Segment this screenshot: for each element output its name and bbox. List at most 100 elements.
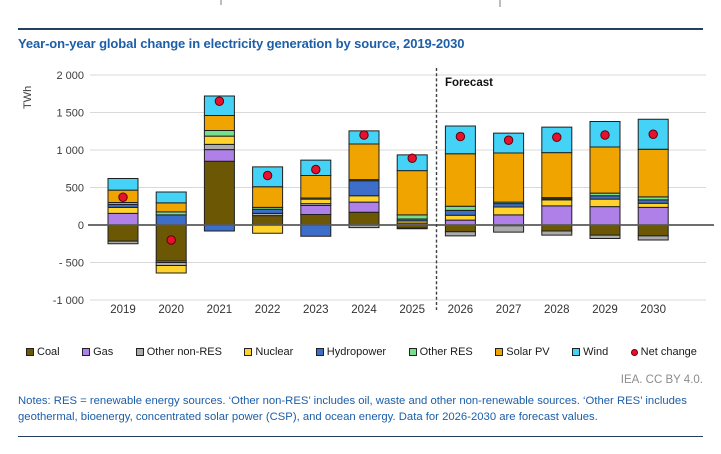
x-tick-label: 2029 (592, 304, 618, 316)
legend-color-swatch (408, 348, 417, 356)
x-tick-label: 2021 (207, 304, 233, 316)
bar-segment-nuclear (348, 195, 380, 203)
x-tick-label: 2025 (399, 304, 425, 316)
y-tick-label: -1 000 (53, 295, 84, 307)
bar-segment-nuclear (155, 265, 187, 274)
crop-artifact (499, 0, 501, 7)
net-change-dot (311, 164, 321, 175)
bar-segment-hydropower (637, 199, 669, 204)
bar-segment-coal (348, 211, 380, 226)
net-change-dot (407, 153, 417, 163)
legend-item-solar-pv: Solar PV (495, 346, 550, 358)
bar-segment-wind (107, 178, 139, 191)
bar-segment-gas (637, 206, 669, 226)
bar-segment-other-non-res (637, 235, 669, 241)
bar-segment-nuclear (203, 135, 235, 145)
bar-segment-gas (348, 201, 380, 213)
y-tick-label: 1 500 (56, 108, 84, 120)
license-credit: IEA. CC BY 4.0. (620, 374, 703, 386)
legend-color-swatch (315, 348, 324, 356)
bar-segment-other-non-res (541, 230, 573, 236)
bar-segment-other-res (203, 130, 235, 137)
top-divider (18, 28, 703, 30)
net-change-dot (262, 170, 273, 181)
bar-segment-other-res (444, 205, 476, 211)
legend-dot-swatch (630, 348, 638, 356)
net-change-dot (648, 129, 658, 139)
x-tick-label: 2020 (158, 304, 184, 316)
bar-segment-coal (541, 224, 573, 232)
bar-segment-nuclear (589, 198, 621, 208)
forecast-label: Forecast (445, 77, 493, 89)
x-tick-label: 2026 (448, 304, 474, 316)
bar-segment-nuclear (493, 206, 525, 216)
bar-segment-nuclear (444, 214, 476, 221)
chart-title: Year-on-year global change in electricit… (18, 36, 465, 51)
bar-segment-other-non-res (589, 234, 621, 239)
bar-segment-solar-pv (300, 175, 332, 199)
chart-notes: Notes: RES = renewable energy sources. ‘… (18, 395, 687, 423)
bar-segment-coal (107, 224, 139, 242)
x-tick-label: 2024 (351, 304, 377, 316)
bar-segment-other-non-res (107, 240, 139, 245)
bar-segment-other-non-res (444, 231, 476, 237)
net-change-dot (503, 135, 514, 145)
net-change-dot (214, 96, 225, 106)
y-tick-label: - 500 (59, 258, 84, 270)
y-axis-unit-label: TWh (22, 86, 34, 109)
bar-segment-coal (589, 224, 621, 236)
bar-segment-solar-pv (203, 115, 235, 131)
bar-segment-solar-pv (348, 143, 380, 181)
legend-label: Other RES (419, 346, 473, 358)
x-tick-label: 2030 (640, 304, 666, 316)
legend-label: Net change (640, 346, 697, 358)
bar-segment-hydropower (252, 208, 284, 214)
bar-segment-gas (589, 206, 621, 226)
net-change-dot (118, 192, 128, 202)
net-change-dot (600, 130, 610, 140)
bar-segment-other-res (396, 214, 428, 220)
net-change-dot (552, 132, 562, 142)
bar-segment-solar-pv (396, 170, 428, 216)
legend-item-net-change: Net change (630, 346, 697, 358)
legend-color-swatch (572, 348, 581, 356)
bar-segment-coal (203, 160, 235, 226)
bar-segment-solar-pv (589, 146, 621, 194)
bar-segment-wind (155, 191, 187, 204)
legend-color-swatch (26, 348, 34, 356)
bar-segment-hydropower (348, 180, 380, 197)
legend-label: Solar PV (506, 346, 550, 358)
bar-segment-nuclear (541, 199, 573, 207)
bar-segment-coal (252, 215, 284, 226)
bar-segment-hydropower (589, 195, 621, 200)
bar-segment-coal (444, 224, 476, 233)
y-tick-label: 1 000 (56, 145, 84, 157)
legend-item-hydropower: Hydropower (315, 346, 386, 358)
crop-artifact (220, 0, 222, 5)
legend-label: Other non-RES (146, 346, 222, 358)
bar-segment-hydropower (493, 203, 525, 208)
bar-segment-solar-pv (637, 148, 669, 198)
bar-segment-other-non-res (493, 225, 525, 233)
legend-item-other-non-res: Other non-RES (135, 346, 222, 358)
bar-segment-other-non-res (203, 143, 235, 151)
bar-segment-solar-pv (155, 202, 187, 213)
legend-item-other-res: Other RES (408, 346, 473, 358)
legend-item-wind: Wind (572, 346, 608, 358)
bar-segment-nuclear (252, 224, 284, 234)
y-tick-label: 2 000 (56, 70, 84, 82)
bar-segment-hydropower (155, 214, 187, 226)
bar-segment-gas (107, 212, 139, 226)
bar-segment-solar-pv (541, 152, 573, 199)
legend-item-nuclear: Nuclear (244, 346, 293, 358)
legend-color-swatch (135, 348, 144, 356)
bar-segment-hydropower (300, 224, 332, 237)
legend-label: Coal (37, 346, 60, 358)
legend-color-swatch (244, 348, 253, 356)
net-change-dot (455, 131, 466, 142)
bar-segment-wind (541, 126, 573, 154)
bar-segment-hydropower (444, 209, 476, 216)
legend-label: Gas (93, 346, 114, 358)
legend-item-coal: Coal (26, 346, 60, 358)
legend-label: Nuclear (255, 346, 294, 358)
